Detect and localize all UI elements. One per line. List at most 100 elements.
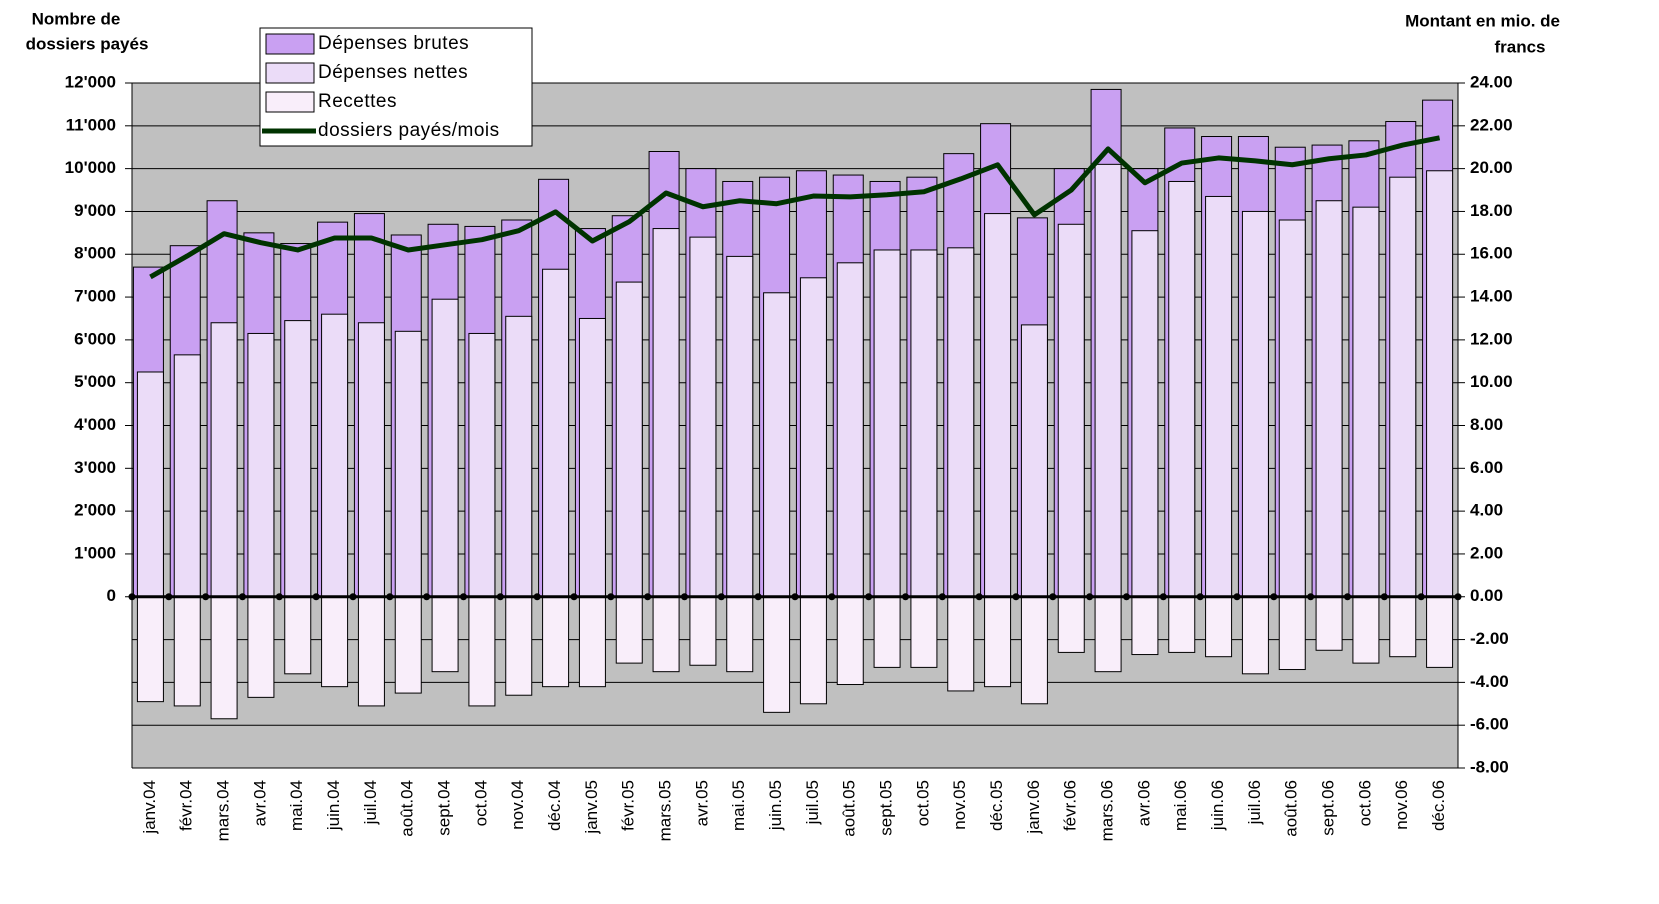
axis-dot	[1012, 593, 1020, 601]
bar	[247, 332, 275, 598]
bar	[1426, 596, 1454, 668]
y-tick-label: 6'000	[74, 329, 116, 348]
bar	[1094, 596, 1122, 673]
legend-swatch	[265, 62, 315, 84]
bar	[468, 332, 496, 598]
bar	[1426, 170, 1454, 598]
bar	[542, 268, 570, 598]
bar	[1205, 195, 1233, 598]
bar	[1020, 596, 1048, 705]
legend-label: Dépenses brutes	[318, 33, 469, 54]
axis-dot	[1344, 593, 1351, 601]
line	[149, 135, 1441, 280]
x-tick-label: août.06	[1282, 780, 1301, 837]
x-tick-label: févr.06	[1061, 780, 1080, 831]
bar	[689, 236, 717, 598]
bar	[136, 371, 164, 598]
y2-tick-label: 24.00	[1470, 72, 1513, 91]
x-tick-label: févr.04	[177, 780, 196, 831]
y-tick-label: 1'000	[74, 543, 116, 562]
y2-axis-title: francs	[1494, 37, 1545, 56]
x-tick-label: juin.05	[766, 780, 785, 831]
y-tick-label: 3'000	[74, 458, 116, 477]
y2-tick-label: -4.00	[1470, 672, 1509, 691]
bar	[947, 247, 975, 598]
y2-tick-label: 8.00	[1470, 415, 1503, 434]
bar	[505, 596, 533, 696]
y2-tick-label: 14.00	[1470, 287, 1513, 306]
bar	[394, 596, 422, 694]
x-tick-label: sept.04	[435, 780, 454, 836]
bar	[247, 596, 275, 698]
bar	[210, 322, 238, 598]
bar	[431, 596, 459, 673]
x-tick-label: août.04	[398, 780, 417, 837]
axis-dot	[1196, 593, 1204, 601]
x-tick-label: mars.04	[214, 780, 233, 841]
axis-dot	[828, 593, 836, 601]
bar	[652, 596, 680, 673]
x-tick-label: juin.06	[1208, 780, 1227, 831]
x-tick-label: janv.04	[140, 780, 159, 835]
y-axis-title: dossiers payés	[26, 34, 149, 53]
y2-axis-title: Montant en mio. de	[1405, 11, 1560, 30]
bar	[910, 596, 938, 668]
x-tick-label: avr.04	[250, 780, 269, 826]
axis-dot	[239, 593, 246, 601]
x-tick-label: nov.04	[508, 780, 527, 830]
y2-tick-label: 4.00	[1470, 501, 1503, 520]
axis-dot	[496, 593, 504, 601]
bar	[689, 596, 717, 666]
legend-label: Recettes	[318, 91, 397, 112]
bar	[1389, 176, 1417, 598]
y2-tick-label: 10.00	[1470, 372, 1513, 391]
bar	[394, 330, 422, 598]
y2-tick-label: -6.00	[1470, 715, 1509, 734]
y2-tick-label: 16.00	[1470, 244, 1513, 263]
legend-swatch	[265, 33, 315, 55]
bar	[136, 596, 164, 703]
bar	[284, 320, 312, 598]
y2-tick-label: 18.00	[1470, 201, 1513, 220]
y-tick-label: 5'000	[74, 372, 116, 391]
y-tick-label: 10'000	[65, 158, 116, 177]
x-tick-label: avr.06	[1134, 780, 1153, 826]
bar	[984, 596, 1012, 688]
axis-dot	[1270, 593, 1278, 601]
bar	[873, 596, 901, 668]
bar	[210, 596, 238, 720]
y2-tick-label: -2.00	[1470, 629, 1509, 648]
axis-dot	[865, 593, 873, 601]
x-tick-label: juil.05	[803, 780, 822, 825]
axis-dot	[681, 593, 688, 601]
bar	[321, 313, 349, 598]
bar	[763, 292, 791, 598]
bar	[1315, 596, 1343, 651]
x-tick-label: mai.05	[729, 780, 748, 831]
legend-label: Dépenses nettes	[318, 62, 468, 83]
bar	[1168, 596, 1196, 653]
y-tick-label: 8'000	[74, 244, 116, 263]
bar	[799, 277, 827, 598]
bar	[1057, 223, 1085, 598]
bar	[836, 596, 864, 686]
axis-dot	[754, 593, 762, 601]
y2-tick-label: 22.00	[1470, 115, 1513, 134]
y-tick-label: 4'000	[74, 415, 116, 434]
bar	[1020, 324, 1048, 598]
bar	[357, 322, 385, 598]
y2-tick-label: -8.00	[1470, 757, 1509, 776]
y2-tick-label: 2.00	[1470, 543, 1503, 562]
x-tick-label: nov.06	[1392, 780, 1411, 830]
axis-dot	[1086, 593, 1094, 601]
x-tick-label: déc.04	[545, 780, 564, 831]
axis-dot	[717, 593, 725, 601]
y-tick-label: 7'000	[74, 287, 116, 306]
x-tick-label: oct.06	[1355, 780, 1374, 826]
y-tick-label: 12'000	[65, 72, 116, 91]
axis-dot	[1123, 593, 1130, 601]
bar	[615, 281, 643, 598]
bar	[1168, 180, 1196, 598]
bar	[836, 262, 864, 598]
y-tick-label: 9'000	[74, 201, 116, 220]
